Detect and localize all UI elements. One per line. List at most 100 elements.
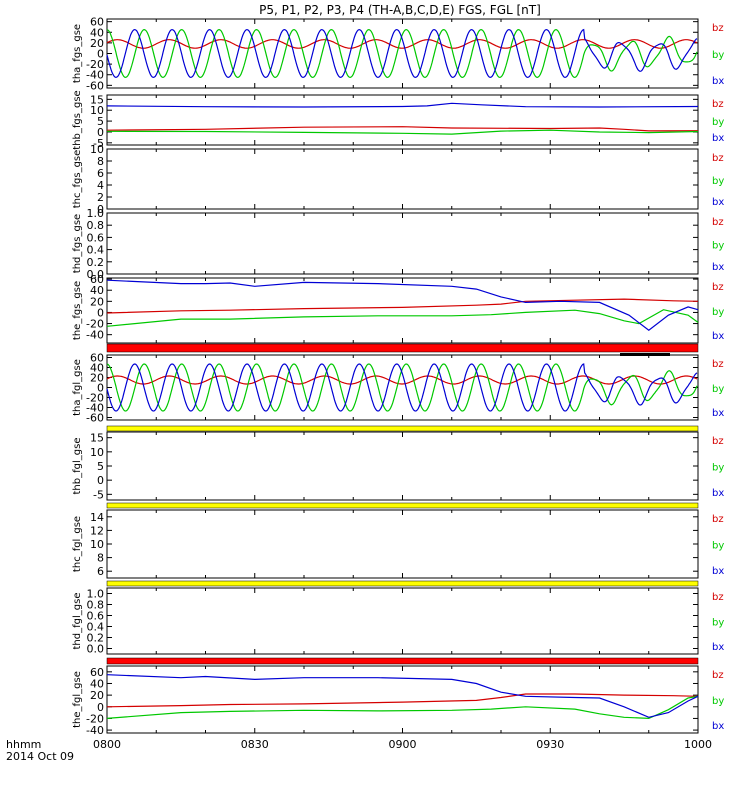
y-tick-label: 0.2 (87, 632, 105, 645)
flag-bar (106, 580, 699, 587)
legend-bx: bx (712, 642, 724, 653)
legend-by: by (712, 176, 724, 187)
y-tick-label: 2 (97, 191, 104, 204)
legend-by: by (712, 541, 724, 552)
y-tick-label: 0.8 (87, 599, 105, 612)
y-tick-label: -20 (86, 318, 104, 331)
legend-bz: bz (712, 99, 724, 110)
legend-bx: bx (712, 76, 724, 87)
y-tick-label: 40 (90, 284, 104, 297)
x-tick-label: 0930 (536, 738, 564, 751)
figure-title: P5, P1, P2, P3, P4 (TH-A,B,C,D,E) FGS, F… (259, 3, 541, 17)
y-tick-label: 60 (90, 666, 104, 679)
x-tick-label: 0830 (241, 738, 269, 751)
panel-frame (106, 509, 699, 579)
legend-bz: bz (712, 359, 724, 370)
x-axis: 0800 0830 0900 0930 1000 (93, 738, 712, 751)
legend-bx: bx (712, 133, 724, 144)
flag-bar-black (620, 353, 670, 356)
y-tick-label: 10 (90, 143, 104, 156)
y-axis-label: tha_fgl_gse (72, 359, 83, 416)
y-tick-label: 10 (90, 446, 104, 459)
y-tick-label: 4 (97, 179, 104, 192)
y-tick-label: 0.4 (87, 621, 105, 634)
y-tick-label: 20 (90, 295, 104, 308)
series-bx-line (106, 674, 699, 718)
y-tick-label: 60 (90, 352, 104, 365)
y-tick-label: 0 (97, 203, 104, 216)
flag-bar (106, 343, 699, 353)
y-tick-label: 0 (97, 701, 104, 714)
y-tick-label: 1.0 (87, 588, 105, 601)
y-tick-label: -5 (93, 488, 104, 501)
y-axis-label: thd_fgl_gse (72, 593, 83, 650)
legend-by: by (712, 50, 724, 61)
panel-frame (106, 148, 699, 210)
y-tick-label: 6 (97, 167, 104, 180)
series-bz-line (106, 375, 698, 385)
y-tick-label: 8 (97, 155, 104, 168)
x-tick-label: 0800 (93, 738, 121, 751)
y-tick-label: -60 (86, 79, 104, 92)
legend-bz: bz (712, 436, 724, 447)
y-tick-label: 60 (90, 273, 104, 286)
y-tick-label: 10 (90, 538, 104, 551)
legend-bx: bx (712, 721, 724, 732)
y-tick-label: 20 (90, 689, 104, 702)
y-tick-label: 0 (97, 126, 104, 139)
legend-bx: bx (712, 262, 724, 273)
y-tick-label: -20 (86, 712, 104, 725)
y-tick-label: 0 (97, 48, 104, 61)
legend-bx: bx (712, 566, 724, 577)
x-corner-label-date: 2014 Oct 09 (6, 750, 74, 763)
y-axis-label: the_fgl_gse (72, 671, 83, 728)
y-axis-label: thb_fgl_gse (72, 438, 83, 495)
legend-bz: bz (712, 282, 724, 293)
panel-frame (106, 18, 699, 89)
series-bx-line (106, 279, 699, 331)
legend-by: by (712, 117, 724, 128)
legend-by: by (712, 307, 724, 318)
y-tick-label: 40 (90, 362, 104, 375)
y-tick-label: -20 (86, 392, 104, 405)
y-axis-label: thc_fgl_gse (72, 516, 83, 572)
y-tick-label: 60 (90, 16, 104, 29)
y-axis-label: thc_fgs_gse (72, 150, 83, 209)
y-tick-label: -5 (93, 137, 104, 150)
y-tick-label: 0 (97, 306, 104, 319)
legend-bz: bz (712, 670, 724, 681)
series-by-line (106, 28, 698, 79)
series-bz-line (106, 693, 699, 708)
x-corner-label-hhmm: hhmm (6, 738, 41, 751)
x-tick-label: 0900 (389, 738, 417, 751)
y-tick-label: 40 (90, 677, 104, 690)
y-tick-label: 0.2 (87, 256, 105, 269)
series-bz-line (106, 126, 699, 132)
status-flags (106, 343, 699, 665)
x-tick-label: 1000 (684, 738, 712, 751)
y-tick-label: 8 (97, 552, 104, 565)
y-tick-label: 5 (97, 460, 104, 473)
y-axis-label: tha_fgs_gse (72, 24, 83, 83)
y-tick-label: -40 (86, 724, 104, 737)
y-tick-label: 0.0 (87, 268, 105, 281)
series-bx-line (106, 28, 698, 79)
flag-bar (106, 657, 699, 665)
legend-by: by (712, 696, 724, 707)
y-tick-label: 0.6 (87, 231, 105, 244)
series-by-line (106, 363, 698, 412)
series-by-line (106, 129, 699, 135)
y-tick-label: 5 (97, 115, 104, 128)
legend-by: by (712, 384, 724, 395)
y-tick-label: 0 (97, 474, 104, 487)
y-tick-label: -40 (86, 69, 104, 82)
y-tick-label: 6 (97, 565, 104, 578)
